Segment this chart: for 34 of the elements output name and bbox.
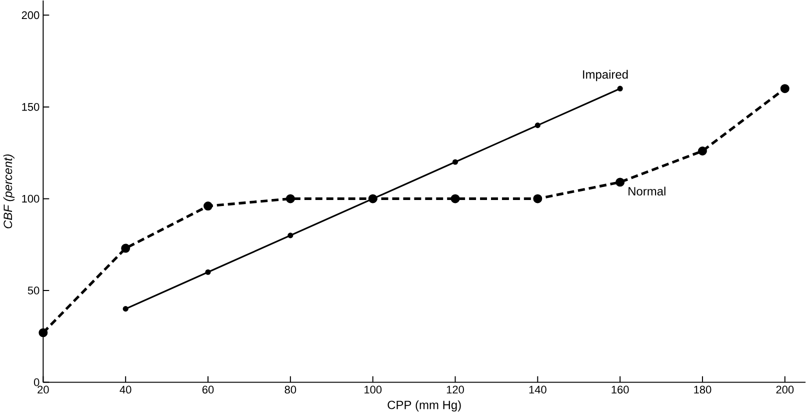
y-axis-title: CBF (percent) xyxy=(3,154,14,228)
point xyxy=(698,146,707,156)
y-tick-label: 50 xyxy=(28,286,40,294)
x-tick-label: 180 xyxy=(694,386,712,394)
x-tick-label: 140 xyxy=(529,386,546,394)
point xyxy=(450,194,460,204)
y-tick-label: 0 xyxy=(34,378,40,386)
x-tick-label: 20 xyxy=(38,386,49,394)
point xyxy=(452,159,458,165)
point xyxy=(534,122,540,128)
point xyxy=(38,328,48,338)
x-axis-title: CPP (mm Hg) xyxy=(388,400,461,412)
x-tick-label: 60 xyxy=(202,386,214,394)
series-label: Impaired xyxy=(583,70,628,82)
point xyxy=(286,194,295,204)
point xyxy=(121,244,130,253)
y-tick-label: 100 xyxy=(22,194,40,203)
point xyxy=(288,232,294,238)
series-label: Normal xyxy=(628,186,666,196)
x-tick-label: 200 xyxy=(776,386,794,394)
y-tick-label: 150 xyxy=(22,103,40,111)
x-tick-label: 160 xyxy=(612,386,629,394)
point xyxy=(617,86,623,92)
x-tick-label: 40 xyxy=(120,386,132,394)
point xyxy=(780,84,790,94)
point xyxy=(122,306,128,312)
point xyxy=(616,178,625,187)
x-tick-label: 120 xyxy=(446,386,464,394)
point xyxy=(204,202,212,211)
y-tick-label: 200 xyxy=(22,11,40,20)
x-tick-label: 100 xyxy=(364,386,382,394)
point xyxy=(205,269,211,275)
point xyxy=(533,194,542,204)
x-tick-label: 80 xyxy=(284,386,296,394)
